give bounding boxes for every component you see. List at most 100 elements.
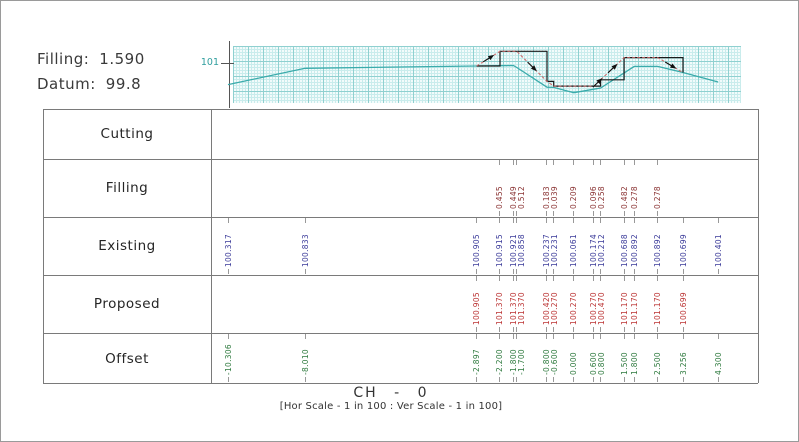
existing-value: 100.401 xyxy=(713,233,723,267)
column-tick xyxy=(516,211,518,216)
column-tick xyxy=(717,334,719,339)
column-tick xyxy=(516,269,518,274)
column-tick xyxy=(476,334,478,339)
column-tick xyxy=(499,327,501,332)
offset-value: -0.600 xyxy=(550,349,560,375)
row-label-offset: Offset xyxy=(105,351,149,367)
column-tick xyxy=(553,334,555,339)
column-tick xyxy=(553,269,555,274)
datum-value: 99.8 xyxy=(105,75,142,93)
offset-value: -2.200 xyxy=(495,349,505,375)
existing-value: 100.231 xyxy=(550,233,560,267)
column-tick xyxy=(553,160,555,165)
column-tick xyxy=(553,276,555,281)
proposed-value: 101.370 xyxy=(516,291,526,325)
column-tick xyxy=(600,211,602,216)
table-divider-3 xyxy=(43,275,758,276)
section-summary: Filling: 1.590 Datum: 99.8 xyxy=(37,47,145,97)
column-tick xyxy=(476,276,478,281)
column-tick xyxy=(546,160,548,165)
scale-note: [Hor Scale - 1 in 100 : Ver Scale - 1 in… xyxy=(279,401,503,412)
column-tick xyxy=(553,218,555,223)
column-tick xyxy=(593,160,595,165)
existing-value: 100.237 xyxy=(542,233,552,267)
column-tick xyxy=(516,276,518,281)
column-tick xyxy=(476,377,478,382)
table-divider-2 xyxy=(43,217,758,218)
column-tick xyxy=(499,334,501,339)
proposed-value: 100.699 xyxy=(678,291,688,325)
existing-value: 100.688 xyxy=(619,233,629,267)
offset-value: -8.010 xyxy=(300,349,310,375)
column-tick xyxy=(476,218,478,223)
filling-value: 0.258 xyxy=(597,186,607,209)
column-tick xyxy=(600,218,602,223)
offset-value: -1.700 xyxy=(516,349,526,375)
elevation-tick-label: 101 xyxy=(200,57,219,68)
column-tick xyxy=(593,211,595,216)
column-tick xyxy=(657,211,659,216)
offset-value: 0.000 xyxy=(569,352,579,375)
column-tick xyxy=(633,218,635,223)
column-tick xyxy=(623,377,625,382)
column-tick xyxy=(227,218,229,223)
proposed-value: 100.905 xyxy=(472,291,482,325)
offset-value: -1.800 xyxy=(508,349,518,375)
column-tick xyxy=(516,218,518,223)
column-tick xyxy=(623,334,625,339)
column-tick xyxy=(657,334,659,339)
column-tick xyxy=(600,327,602,332)
column-tick xyxy=(623,327,625,332)
column-tick xyxy=(546,218,548,223)
column-tick xyxy=(623,269,625,274)
filling-value: 0.278 xyxy=(629,186,639,209)
column-tick xyxy=(512,160,514,165)
column-tick xyxy=(717,377,719,382)
elevation-axis-tick xyxy=(221,63,234,64)
table-divider-1 xyxy=(43,159,758,160)
existing-value: 100.892 xyxy=(653,233,663,267)
table-border-top xyxy=(43,109,758,110)
column-tick xyxy=(593,276,595,281)
filling-value: 0.039 xyxy=(550,186,560,209)
filling-value: 0.096 xyxy=(589,186,599,209)
proposed-value: 101.170 xyxy=(619,291,629,325)
column-tick xyxy=(512,377,514,382)
column-tick xyxy=(717,218,719,223)
column-tick xyxy=(600,269,602,274)
filling-value: 0.278 xyxy=(653,186,663,209)
column-tick xyxy=(623,211,625,216)
column-tick xyxy=(593,377,595,382)
column-tick xyxy=(304,334,306,339)
column-tick xyxy=(512,218,514,223)
column-tick xyxy=(553,211,555,216)
column-tick xyxy=(657,377,659,382)
row-label-cutting: Cutting xyxy=(100,126,154,142)
offset-value: 0.800 xyxy=(597,352,607,375)
column-tick xyxy=(600,334,602,339)
column-tick xyxy=(682,334,684,339)
column-tick xyxy=(546,334,548,339)
filling-total-label: Filling: xyxy=(37,50,90,68)
column-tick xyxy=(682,327,684,332)
column-tick xyxy=(516,334,518,339)
column-tick xyxy=(682,276,684,281)
column-tick xyxy=(657,269,659,274)
proposed-value: 100.270 xyxy=(550,291,560,325)
existing-value: 100.699 xyxy=(678,233,688,267)
column-tick xyxy=(633,377,635,382)
column-tick xyxy=(633,334,635,339)
column-tick xyxy=(516,327,518,332)
column-tick xyxy=(593,218,595,223)
offset-value: 3.256 xyxy=(678,352,688,375)
column-tick xyxy=(512,334,514,339)
column-tick xyxy=(657,276,659,281)
existing-value: 100.921 xyxy=(508,233,518,267)
filling-value: 0.449 xyxy=(508,186,518,209)
column-tick xyxy=(623,276,625,281)
existing-value: 100.858 xyxy=(516,233,526,267)
column-tick xyxy=(499,276,501,281)
column-tick xyxy=(304,269,306,274)
offset-value: 0.600 xyxy=(589,352,599,375)
table-border-bottom xyxy=(43,383,758,384)
